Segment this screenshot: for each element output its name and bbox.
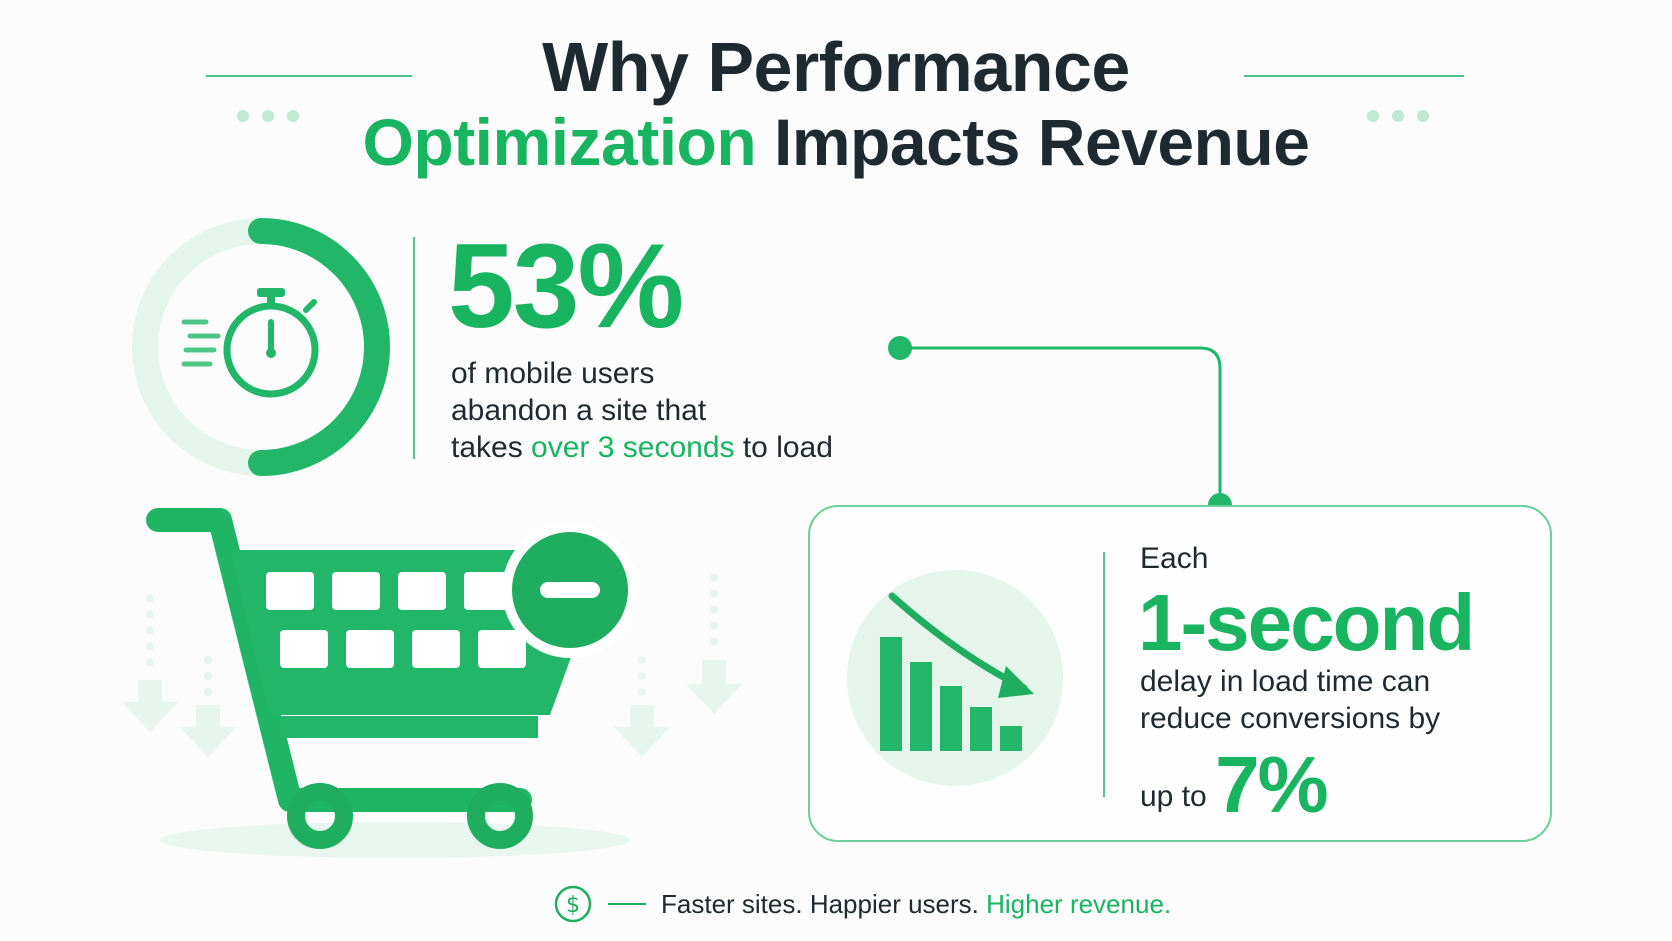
stat2-line1: delay in load time can (1140, 665, 1431, 698)
stat1-line3-post: to load (734, 431, 833, 464)
title-rule-left (206, 75, 412, 77)
stat2-divider (1103, 552, 1105, 797)
page-title-line1: Why Performance (542, 28, 1130, 106)
deco-dot (262, 110, 274, 122)
title-rule-right (1244, 75, 1464, 77)
title-rest: Impacts Revenue (756, 105, 1310, 179)
stat2-description: delay in load time can reduce conversion… (1140, 663, 1540, 737)
dollar-icon: $ (554, 885, 592, 923)
stat1-divider (413, 237, 415, 459)
stat1-highlight: over 3 seconds (531, 431, 735, 464)
title-highlight: Optimization (362, 105, 757, 179)
footer-text: Faster sites. Happier users. (661, 889, 987, 919)
footer-highlight: Higher revenue. (986, 889, 1172, 919)
declining-bar-chart-icon (847, 570, 1063, 786)
stat2-value: 1-second (1138, 578, 1475, 667)
deco-dot (287, 110, 299, 122)
footer: $ Faster sites. Happier users. Higher re… (0, 884, 1672, 924)
shopping-cart-icon (122, 508, 742, 858)
deco-dot (237, 110, 249, 122)
footer-tagline: Faster sites. Happier users. Higher reve… (661, 888, 1171, 920)
stat2-intro: Each (1140, 542, 1209, 575)
deco-dot (1367, 110, 1379, 122)
page-title-line2: Optimization Impacts Revenue (0, 104, 1672, 180)
stat2-line3-pre: up to (1140, 780, 1216, 813)
stopwatch-icon (132, 218, 390, 476)
stat1-line3-pre: takes (451, 431, 532, 464)
svg-text:$: $ (566, 893, 580, 918)
stat2-line2: reduce conversions by (1140, 702, 1441, 735)
deco-dot (1392, 110, 1404, 122)
footer-dash (608, 903, 646, 905)
stat1-value: 53% (448, 219, 684, 353)
stat1-line2: abandon a site that (451, 394, 707, 427)
connector-line (888, 336, 1232, 517)
stat1-line3: takes over 3 seconds to load (451, 429, 911, 466)
stat1-line1: of mobile users (451, 357, 655, 390)
stat2-line3-value: 7% (1215, 740, 1329, 829)
stat2-line3: up to 7% (1140, 745, 1329, 825)
stat1-description: of mobile users abandon a site that take… (451, 355, 911, 466)
deco-dot (1417, 110, 1429, 122)
